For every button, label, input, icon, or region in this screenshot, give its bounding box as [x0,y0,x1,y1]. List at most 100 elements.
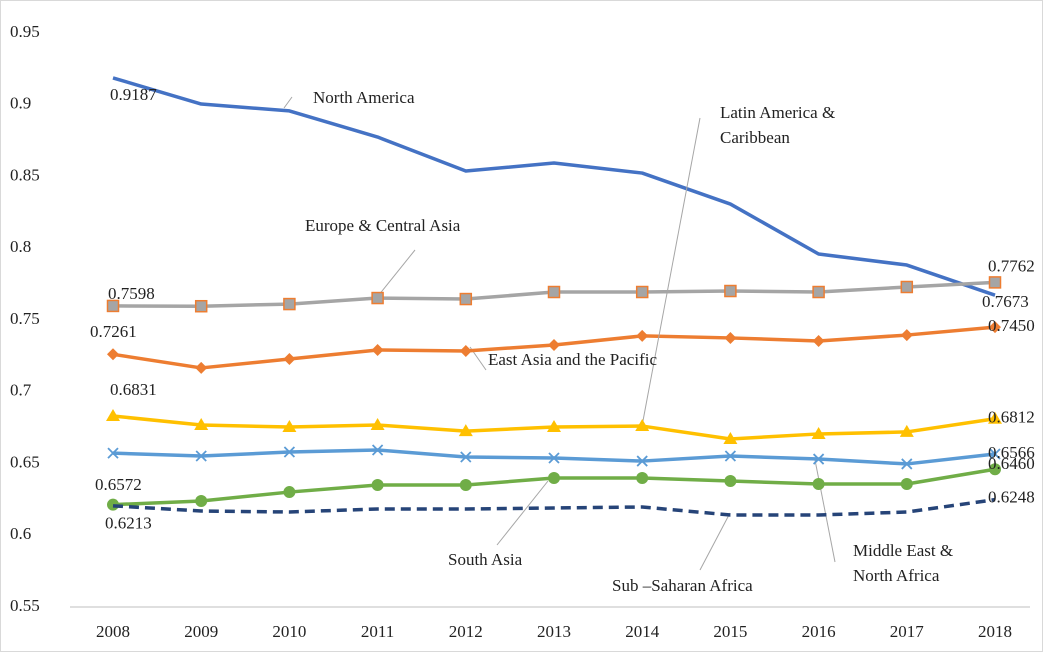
marker [194,418,209,431]
marker [988,411,1002,424]
marker [459,292,473,306]
marker [107,348,119,361]
marker [548,471,560,484]
series-name-label: Europe & Central Asia [305,216,461,235]
data-label: 0.6460 [988,454,1035,473]
leader-line [283,96,293,109]
data-label: 0.7450 [988,316,1035,335]
marker [106,409,120,422]
x-tick-label: 2008 [96,622,130,641]
data-label: 0.6248 [988,488,1035,507]
marker [283,446,296,458]
x-tick-label: 2012 [449,622,483,641]
marker [812,285,825,299]
marker [901,458,913,470]
marker [811,426,826,439]
series-name-label: North America [313,88,415,107]
marker [812,453,825,465]
x-tick-label: 2014 [625,622,660,641]
marker [106,299,120,313]
marker [370,418,385,431]
marker [194,299,208,313]
y-tick-label: 0.75 [10,309,40,328]
x-tick-label: 2011 [361,622,394,641]
marker [635,285,649,299]
data-label: 0.6213 [105,514,152,533]
leader-line [814,459,836,563]
marker [988,276,1002,289]
y-tick-label: 0.85 [10,165,40,184]
series-name-label: Middle East & North Africa [853,541,954,585]
x-tick-label: 2017 [890,622,925,641]
marker [900,329,913,342]
marker [548,452,560,464]
marker [107,447,119,459]
y-tick-label: 0.6 [10,524,31,543]
marker [724,475,737,488]
x-tick-label: 2009 [184,622,218,641]
marker [371,444,384,456]
marker [900,280,914,294]
data-label: 0.6812 [988,408,1035,427]
marker [812,334,825,347]
marker [724,331,737,344]
marker [371,479,384,492]
marker [636,455,648,467]
y-tick-label: 0.55 [10,596,40,615]
data-label: 0.7261 [90,322,137,341]
marker [195,450,207,462]
leader-line [641,117,701,427]
marker [283,297,296,311]
series-name-label: Sub –Saharan Africa [612,576,753,595]
marker [899,424,914,437]
data-label: 0.6831 [110,380,157,399]
x-tick-label: 2018 [978,622,1012,641]
leader-line [496,480,549,546]
marker [635,419,650,432]
y-tick-label: 0.9 [10,94,31,113]
marker [636,471,649,484]
x-tick-label: 2016 [802,622,836,641]
y-tick-label: 0.7 [10,381,32,400]
series-name-label: Latin America & Caribbean [720,103,836,147]
data-label: 0.7598 [108,284,155,303]
marker [460,451,472,463]
marker [989,463,1001,476]
marker [723,431,738,444]
marker [812,478,825,491]
marker [989,321,1001,334]
marker [989,448,1001,460]
marker [458,424,473,437]
marker [636,329,649,342]
marker [548,338,560,351]
data-label: 0.7673 [982,292,1029,311]
marker [459,479,472,492]
marker [547,285,561,299]
marker [459,344,472,357]
marker [282,420,297,433]
series-name-label: South Asia [448,550,523,569]
marker [371,291,384,305]
marker [724,450,737,462]
x-tick-label: 2010 [272,622,306,641]
series-line [112,76,996,297]
y-tick-label: 0.65 [10,452,40,471]
marker [283,486,296,499]
data-label: 0.6566 [988,443,1035,462]
x-tick-label: 2015 [713,622,747,641]
x-tick-label: 2013 [537,622,571,641]
marker [195,494,208,507]
marker [371,343,384,356]
data-label: 0.7762 [988,256,1035,275]
leader-line [377,249,416,297]
marker [283,353,296,366]
marker [547,420,561,433]
marker [724,284,737,298]
y-tick-label: 0.95 [10,22,40,41]
series-name-label: East Asia and the Pacific [488,350,658,369]
data-label: 0.9187 [110,85,157,104]
marker [900,478,913,491]
data-label: 0.6572 [95,475,142,494]
